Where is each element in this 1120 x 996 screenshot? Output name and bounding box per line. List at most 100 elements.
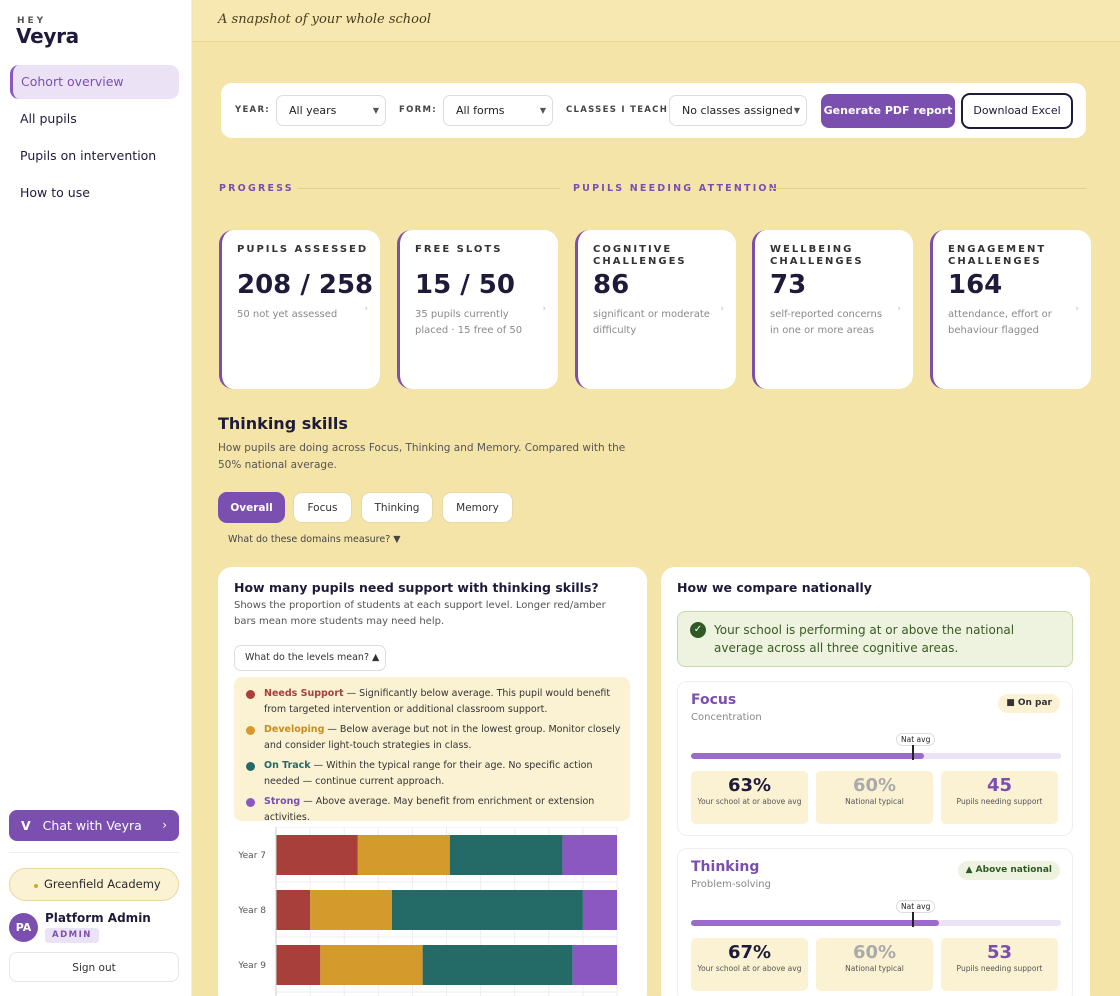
form-select[interactable]: All forms ▼ (443, 95, 553, 126)
domain-name: Thinking (691, 859, 760, 875)
card-value: 208 / 258 (237, 270, 374, 300)
compare-panel: How we compare nationally ✓ Your school … (661, 567, 1090, 996)
card-pupils-assessed[interactable]: PUPILS ASSESSED 208 / 258 50 not yet ass… (219, 230, 380, 389)
stat-national: 60% National typical (816, 938, 933, 991)
school-progress-fill (691, 753, 925, 759)
year-label: YEAR: (235, 105, 270, 115)
bar-segment-needs-support[interactable] (276, 945, 321, 985)
bar-segment-developing[interactable] (310, 890, 392, 930)
card-engagement-challenges[interactable]: ENGAGEMENT CHALLENGES 164 attendance, ef… (930, 230, 1091, 389)
stat-value: 63% (727, 775, 772, 796)
nav-how-to-use[interactable]: How to use (20, 185, 90, 200)
bar-segment-needs-support[interactable] (276, 835, 358, 875)
stat-value: 67% (727, 942, 772, 963)
nav-all-pupils[interactable]: All pupils (20, 111, 77, 126)
classes-select[interactable]: No classes assigned ▼ (669, 95, 807, 126)
sidebar: HEY Veyra Cohort overview All pupils Pup… (0, 0, 192, 996)
card-value: 164 (948, 270, 1003, 300)
stat-label: National typical (845, 797, 904, 806)
developing-dot-icon (246, 726, 255, 735)
stat-value: 53 (986, 942, 1013, 963)
level-needs-support: Needs Support — Significantly below aver… (264, 686, 624, 718)
logo-hey: HEY (17, 16, 47, 26)
chevron-right-icon: › (364, 304, 368, 314)
chat-with-veyra-button[interactable]: V Chat with Veyra › (9, 810, 179, 841)
chat-label: Chat with Veyra (42, 818, 142, 833)
stat-label: Pupils needing support (956, 797, 1043, 806)
school-progress-fill (691, 920, 939, 926)
bar-segment-strong[interactable] (582, 890, 617, 930)
card-sub: 35 pupils currently placed · 15 free of … (415, 309, 523, 336)
card-sub: 50 not yet assessed (237, 309, 338, 320)
needs-support-dot-icon (246, 690, 255, 699)
card-value: 73 (770, 270, 807, 300)
nav-pupils-on-intervention[interactable]: Pupils on intervention (20, 148, 157, 163)
panel-title: How many pupils need support with thinki… (234, 580, 599, 595)
logo-name[interactable]: Veyra (16, 24, 79, 48)
level-text: — Below average but not in the lowest gr… (264, 724, 621, 751)
domains-toggle[interactable]: What do these domains measure? ▼ (228, 534, 401, 545)
nat-avg-label: Nat avg (896, 733, 936, 746)
chevron-right-icon: › (542, 304, 546, 314)
level-developing: Developing — Below average but not in th… (264, 722, 624, 754)
bar-segment-strong[interactable] (562, 835, 617, 875)
level-text: — Above average. May benefit from enrich… (264, 796, 595, 823)
filter-bar: YEAR: All years ▼ FORM: All forms ▼ CLAS… (221, 83, 1086, 138)
domain-card-focus: Focus Concentration ■ On par Nat avg 63%… (677, 681, 1073, 836)
tab-overall[interactable]: Overall (218, 492, 285, 523)
tab-focus[interactable]: Focus (293, 492, 352, 523)
avatar[interactable]: PA (9, 913, 38, 942)
bar-segment-developing[interactable] (357, 835, 450, 875)
sign-out-button[interactable]: Sign out (9, 952, 179, 982)
domain-subtitle: Problem-solving (691, 879, 771, 890)
bar-segment-strong[interactable] (572, 945, 617, 985)
bar-segment-on-track[interactable] (449, 835, 563, 875)
divider (298, 188, 560, 189)
bar-segment-on-track[interactable] (391, 890, 583, 930)
card-sub: self-reported concerns in one or more ar… (770, 309, 883, 336)
card-cognitive-challenges[interactable]: COGNITIVE CHALLENGES 86 significant or m… (575, 230, 736, 389)
stat-value: 60% (852, 775, 897, 796)
stat-label: National typical (845, 964, 904, 973)
card-free-slots[interactable]: FREE SLOTS 15 / 50 35 pupils currently p… (397, 230, 558, 389)
tagline: A snapshot of your whole school (218, 12, 431, 27)
level-name: Strong (264, 796, 301, 807)
card-title: PUPILS ASSESSED (237, 244, 369, 255)
bar-segment-developing[interactable] (320, 945, 423, 985)
status-text: Your school is performing at or above th… (714, 623, 1015, 655)
user-role-badge: ADMIN (45, 928, 99, 943)
card-sub: significant or moderate difficulty (593, 309, 710, 336)
generate-pdf-button[interactable]: Generate PDF report (821, 94, 955, 128)
veyra-icon: V (21, 818, 31, 833)
nav-cohort-overview[interactable]: Cohort overview (10, 65, 179, 99)
level-name: Needs Support (264, 688, 344, 699)
school-dot-icon (34, 884, 38, 888)
support-panel: How many pupils need support with thinki… (218, 567, 647, 996)
tab-memory[interactable]: Memory (442, 492, 513, 523)
chevron-right-icon: › (897, 304, 901, 314)
level-strong: Strong — Above average. May benefit from… (264, 794, 624, 826)
level-name: Developing (264, 724, 325, 735)
check-circle-icon: ✓ (690, 622, 706, 638)
chevron-right-icon: › (720, 304, 724, 314)
bar-segment-on-track[interactable] (422, 945, 573, 985)
status-badge: ▲ Above national (957, 861, 1060, 880)
card-title: ENGAGEMENT CHALLENGES (948, 244, 1047, 267)
bar-segment-needs-support[interactable] (276, 890, 311, 930)
attention-heading: PUPILS NEEDING ATTENTION (573, 183, 779, 194)
card-wellbeing-challenges[interactable]: WELLBEING CHALLENGES 73 self-reported co… (752, 230, 913, 389)
levels-toggle[interactable]: What do the levels mean? ▲ (234, 645, 386, 671)
download-excel-button[interactable]: Download Excel (961, 93, 1073, 129)
year-value: All years (289, 104, 337, 117)
domain-card-thinking: Thinking Problem-solving ▲ Above nationa… (677, 848, 1073, 996)
classes-value: No classes assigned (682, 104, 793, 117)
stat-label: Your school at or above avg (697, 964, 802, 973)
tab-thinking[interactable]: Thinking (361, 492, 433, 523)
level-text: — Within the typical range for their age… (264, 760, 593, 787)
chevron-right-icon: › (1075, 304, 1079, 314)
strong-dot-icon (246, 798, 255, 807)
divider (770, 188, 1086, 189)
category-label: Year 9 (237, 961, 266, 971)
year-select[interactable]: All years ▼ (276, 95, 386, 126)
school-selector[interactable]: Greenfield Academy (9, 868, 179, 901)
